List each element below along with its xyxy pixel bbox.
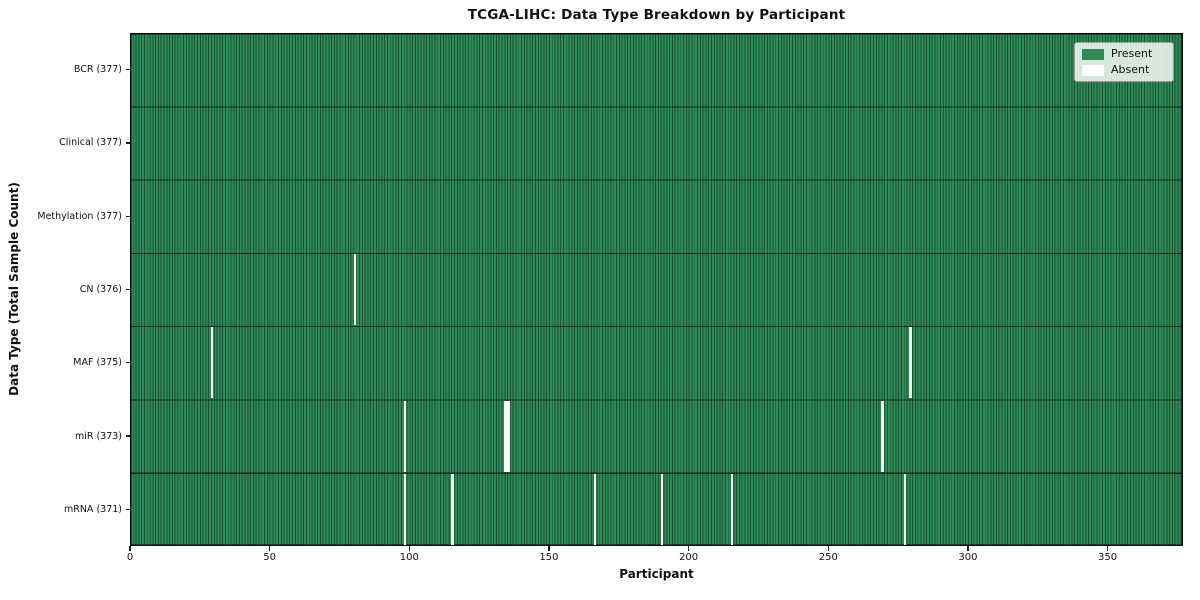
absent-cell-mRNA-190 (660, 473, 664, 545)
x-tick-mark (548, 546, 550, 551)
y-tick-mark (125, 215, 130, 217)
y-tick-mark (125, 508, 130, 510)
heatmap-plot-area: Present Absent (130, 33, 1183, 546)
x-tick-label: 150 (539, 552, 559, 563)
x-tick-label: 200 (679, 552, 699, 563)
x-axis-label: Participant (619, 567, 694, 581)
y-tick-mark (125, 68, 130, 71)
x-tick-mark (129, 546, 131, 551)
absent-cell-mRNA-215 (730, 473, 733, 545)
x-tick-label: 0 (126, 552, 134, 563)
y-tick-label: Clinical (377) (59, 137, 122, 149)
absent-cell-MAF-29 (211, 327, 214, 399)
x-tick-label: 300 (958, 552, 978, 563)
absent-cell-mRNA-98 (403, 473, 407, 545)
legend-entry-absent: Absent (1082, 64, 1166, 76)
x-tick-mark (408, 546, 410, 551)
y-tick-label: mRNA (371) (63, 503, 122, 515)
legend-present-swatch (1082, 48, 1104, 60)
x-tick-label: 100 (399, 552, 419, 563)
x-tick-label: 250 (818, 552, 838, 563)
y-tick-mark (125, 142, 130, 144)
absent-cell-miR-98 (403, 400, 407, 472)
absent-cell-miR-269 (881, 400, 884, 472)
y-tick-label: Methylation (377) (37, 210, 122, 222)
legend-entry-present: Present (1082, 48, 1166, 60)
x-tick-mark (1106, 546, 1109, 551)
y-tick-label: miR (373) (74, 430, 122, 442)
absent-cell-mRNA-277 (903, 473, 907, 545)
x-tick-label: 350 (1098, 552, 1118, 563)
chart-title: TCGA-LIHC: Data Type Breakdown by Partic… (467, 7, 846, 23)
legend: Present Absent (1074, 42, 1174, 82)
legend-absent-swatch (1082, 64, 1104, 76)
absent-cell-miR-135 (507, 400, 510, 472)
x-tick-mark (269, 546, 271, 551)
absent-cell-MAF-279 (909, 327, 912, 399)
absent-cell-mRNA-166 (593, 473, 597, 545)
y-tick-mark (125, 362, 130, 364)
absent-cell-CN-80 (353, 253, 356, 326)
legend-absent-label: Absent (1111, 63, 1150, 76)
x-tick-mark (827, 546, 829, 551)
y-tick-mark (125, 288, 130, 291)
x-tick-mark (967, 546, 969, 551)
absent-cell-mRNA-115 (451, 473, 454, 545)
legend-present-label: Present (1111, 47, 1153, 60)
absent-cell-miR-134 (504, 400, 507, 472)
x-tick-label: 50 (263, 552, 276, 563)
y-tick-mark (125, 435, 130, 437)
x-tick-mark (687, 546, 690, 551)
y-tick-label: BCR (377) (73, 64, 122, 76)
y-tick-label: CN (376) (79, 284, 122, 295)
y-tick-label: MAF (375) (73, 357, 122, 369)
